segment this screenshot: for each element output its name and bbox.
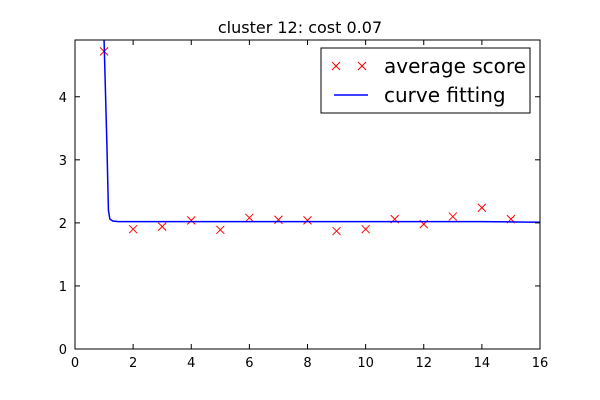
legend-box [320, 47, 531, 114]
x-tick-label: 6 [245, 356, 253, 371]
y-tick-label: 1 [59, 280, 67, 295]
x-tick-label: 8 [303, 356, 311, 371]
data-point-average-score [274, 215, 283, 225]
x-tick-label: 14 [474, 356, 491, 371]
x-tick-label: 12 [415, 356, 432, 371]
data-point-average-score [361, 224, 370, 234]
data-point-average-score [186, 216, 196, 225]
y-tick-label: 4 [59, 91, 67, 106]
x-tick-label: 0 [71, 356, 79, 371]
legend-label-average-score: average score [384, 54, 526, 78]
series-line-curve-fitting [103, 40, 540, 223]
legend: average score curve fitting [320, 47, 531, 114]
legend-label-curve-fitting: curve fitting [384, 83, 506, 107]
data-point-average-score [245, 213, 254, 223]
data-point-average-score [448, 212, 458, 221]
chart-title: cluster 12: cost 0.07 [218, 18, 382, 37]
y-tick-label: 0 [59, 343, 67, 358]
y-tick-label: 3 [59, 154, 67, 169]
legend-marker-average-score [331, 61, 367, 71]
data-point-average-score [128, 224, 138, 234]
data-point-average-score [477, 203, 487, 213]
x-tick-label: 10 [357, 356, 374, 371]
x-tick-label: 2 [129, 356, 137, 371]
data-point-average-score [332, 226, 341, 236]
series-layer [99, 40, 540, 236]
x-tick-label: 16 [532, 356, 549, 371]
data-point-average-score [157, 222, 167, 232]
data-point-average-score [303, 216, 312, 225]
x-tick-label: 4 [187, 356, 195, 371]
data-point-average-score [215, 225, 225, 235]
y-tick-label: 2 [59, 217, 67, 232]
